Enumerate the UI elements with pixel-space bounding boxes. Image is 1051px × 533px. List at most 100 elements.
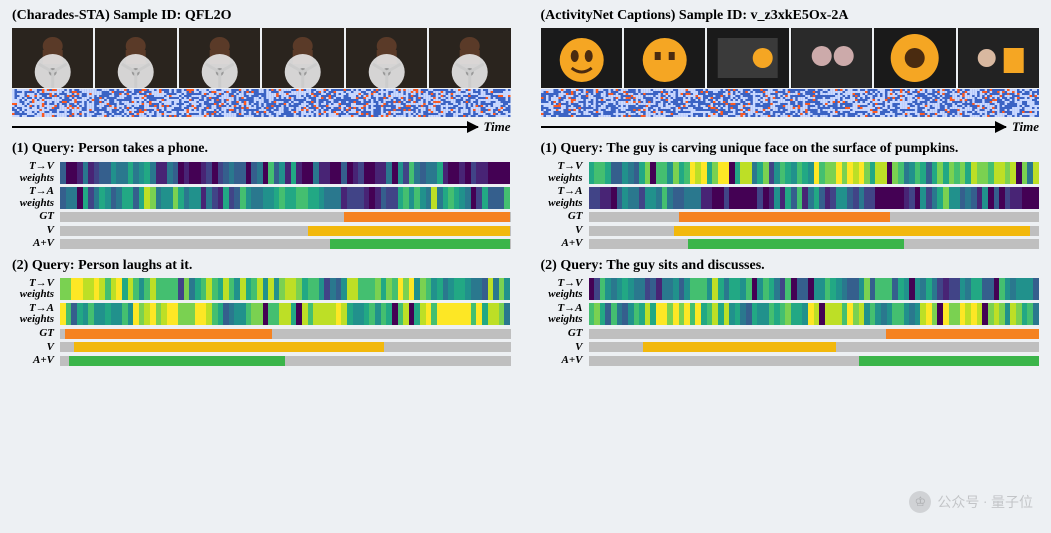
arrow-head-icon — [467, 121, 479, 133]
time-axis: Time — [541, 119, 1040, 135]
bar-track — [589, 239, 1040, 249]
axis-line — [12, 126, 478, 128]
panel-right: (ActivityNet Captions) Sample ID: v_z3xk… — [541, 8, 1040, 525]
video-frame — [429, 28, 510, 88]
video-frame — [958, 28, 1039, 88]
weights-row: T→Vweights — [541, 161, 1040, 184]
bar-track — [589, 212, 1040, 222]
query-title: (2) Query: Person laughs at it. — [12, 258, 511, 274]
attention-heatmap — [60, 162, 511, 184]
query-block: (1) Query: Person takes a phone. T→Vweigh… — [12, 141, 511, 250]
video-frames — [541, 28, 1040, 88]
row-label: T→Aweights — [541, 303, 589, 326]
result-row: GT — [541, 211, 1040, 223]
dataset-label: (Charades-STA) Sample ID: — [12, 8, 185, 23]
sample-id: v_z3xkE5Ox-2A — [750, 8, 848, 23]
row-label: T→Vweights — [541, 161, 589, 184]
bar-segment — [65, 329, 272, 339]
query-title: (1) Query: The guy is carving unique fac… — [541, 141, 1040, 157]
video-frame — [874, 28, 955, 88]
result-row: GT — [541, 328, 1040, 340]
bar-segment — [859, 356, 1039, 366]
axis-line — [541, 126, 1007, 128]
bar-track — [589, 329, 1040, 339]
row-label: A+V — [12, 355, 60, 367]
dataset-label: (ActivityNet Captions) Sample ID: — [541, 8, 751, 23]
row-label: GT — [541, 211, 589, 223]
weights-row: T→Aweights — [541, 303, 1040, 326]
attention-heatmap — [589, 278, 1040, 300]
sample-id: QFL2O — [185, 8, 232, 23]
bar-segment — [674, 226, 1030, 236]
bar-track — [589, 342, 1040, 352]
attention-heatmap — [60, 303, 511, 325]
result-row: A+V — [12, 238, 511, 250]
row-label: GT — [12, 211, 60, 223]
attention-heatmap — [589, 162, 1040, 184]
result-row: A+V — [12, 355, 511, 367]
bar-track — [60, 329, 511, 339]
result-row: V — [12, 342, 511, 354]
result-row: A+V — [541, 355, 1040, 367]
spectrogram — [12, 89, 511, 117]
attention-heatmap — [589, 303, 1040, 325]
bar-segment — [308, 226, 511, 236]
result-row: V — [12, 225, 511, 237]
bar-track — [60, 342, 511, 352]
arrow-head-icon — [995, 121, 1007, 133]
bar-segment — [69, 356, 285, 366]
weights-row: T→Aweights — [12, 303, 511, 326]
video-frame — [179, 28, 260, 88]
time-label: Time — [484, 119, 511, 135]
row-label: GT — [12, 328, 60, 340]
weights-row: T→Vweights — [12, 278, 511, 301]
attention-heatmap — [589, 187, 1040, 209]
row-label: A+V — [541, 238, 589, 250]
result-row: A+V — [541, 238, 1040, 250]
time-axis: Time — [12, 119, 511, 135]
bar-segment — [74, 342, 385, 352]
weights-row: T→Vweights — [541, 278, 1040, 301]
bar-track — [589, 356, 1040, 366]
panel-title: (Charades-STA) Sample ID: QFL2O — [12, 8, 511, 24]
bar-segment — [688, 239, 904, 249]
video-frame — [541, 28, 622, 88]
row-label: T→Vweights — [541, 278, 589, 301]
query-title: (1) Query: Person takes a phone. — [12, 141, 511, 157]
row-label: GT — [541, 328, 589, 340]
row-label: T→Vweights — [12, 278, 60, 301]
row-label: A+V — [12, 238, 60, 250]
row-label: V — [12, 225, 60, 237]
bar-segment — [679, 212, 891, 222]
queries: (1) Query: Person takes a phone. T→Vweigh… — [12, 141, 511, 375]
query-title: (2) Query: The guy sits and discusses. — [541, 258, 1040, 274]
weights-row: T→Aweights — [541, 186, 1040, 209]
query-block: (2) Query: Person laughs at it. T→Vweight… — [12, 258, 511, 367]
video-frame — [791, 28, 872, 88]
video-frame — [262, 28, 343, 88]
row-label: T→Aweights — [12, 186, 60, 209]
result-row: V — [541, 342, 1040, 354]
row-label: T→Aweights — [541, 186, 589, 209]
bar-track — [60, 239, 511, 249]
row-label: A+V — [541, 355, 589, 367]
spectrogram — [541, 89, 1040, 117]
row-label: T→Aweights — [12, 303, 60, 326]
row-label: V — [541, 225, 589, 237]
bar-track — [60, 212, 511, 222]
video-frame — [707, 28, 788, 88]
result-row: GT — [12, 328, 511, 340]
weights-row: T→Vweights — [12, 161, 511, 184]
bar-segment — [886, 329, 1039, 339]
bar-track — [60, 356, 511, 366]
bar-track — [60, 226, 511, 236]
video-frame — [12, 28, 93, 88]
bar-track — [589, 226, 1040, 236]
result-row: GT — [12, 211, 511, 223]
video-frame — [95, 28, 176, 88]
query-block: (1) Query: The guy is carving unique fac… — [541, 141, 1040, 250]
row-label: V — [12, 342, 60, 354]
bar-segment — [643, 342, 837, 352]
row-label: T→Vweights — [12, 161, 60, 184]
panel-left: (Charades-STA) Sample ID: QFL2O — [12, 8, 511, 525]
